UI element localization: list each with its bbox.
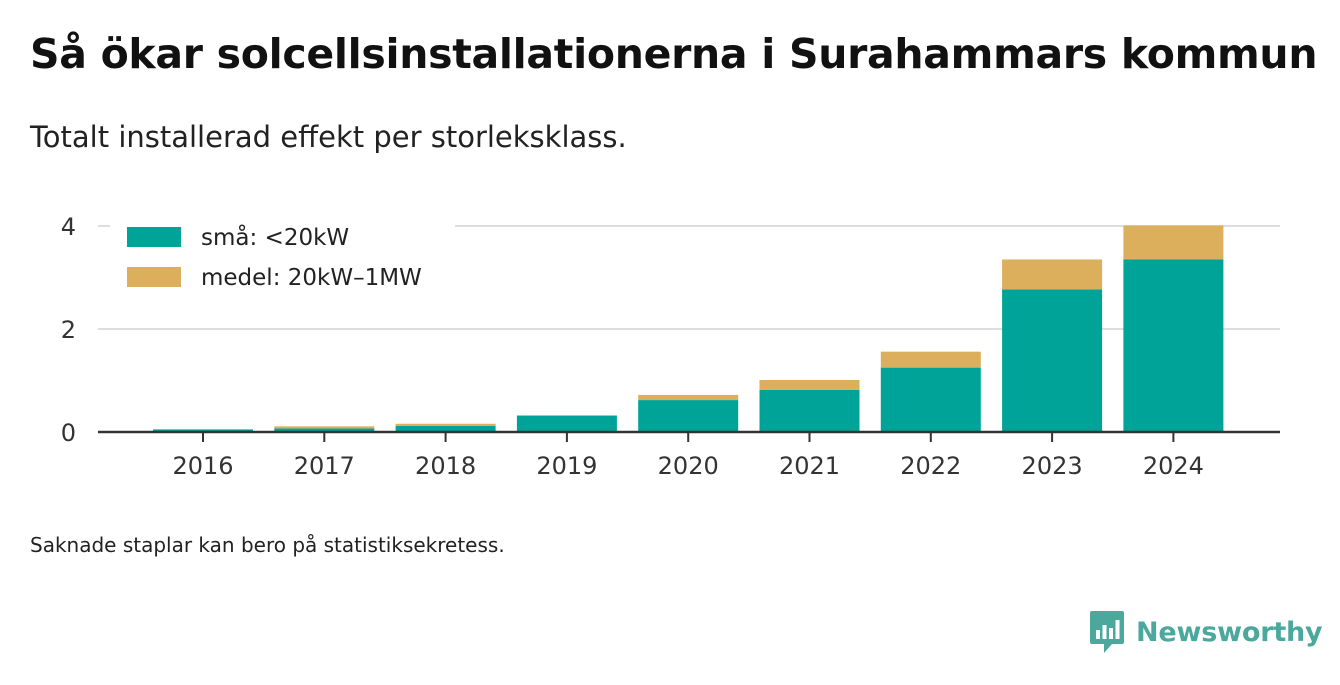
brand-name: Newsworthy [1136, 616, 1323, 648]
x-tick-label: 2024 [1143, 452, 1204, 480]
legend: små: <20kW medel: 20kW–1MW [110, 215, 455, 315]
bar-segment-sma-2021 [759, 389, 860, 432]
bar-segment-sma-2019 [516, 415, 617, 432]
bar-segment-sma-2020 [638, 400, 739, 432]
bar-segment-sma-2018 [395, 425, 496, 432]
bar-segment-sma-2024 [1123, 259, 1224, 432]
footnote: Saknade staplar kan bero på statistiksek… [30, 533, 505, 557]
brand: Newsworthy [1088, 610, 1323, 654]
x-tick-label: 2020 [658, 452, 719, 480]
legend-label: medel: 20kW–1MW [201, 265, 422, 291]
bar-segment-medel-2022 [880, 351, 981, 368]
bar-segment-medel-2024 [1123, 225, 1224, 260]
bar-segment-medel-2021 [759, 379, 860, 390]
x-tick-label: 2022 [900, 452, 961, 480]
legend-label: små: <20kW [201, 223, 349, 251]
chart-title: Så ökar solcellsinstallationerna i Surah… [30, 30, 1318, 78]
x-tick-label: 2017 [294, 452, 355, 480]
x-tick-label: 2018 [415, 452, 476, 480]
bar-segment-medel-2023 [1002, 259, 1103, 290]
bars [153, 225, 1224, 432]
bar-segment-medel-2017 [274, 426, 375, 429]
legend-swatch [127, 227, 181, 247]
bar-segment-sma-2017 [274, 428, 375, 432]
bar-segment-medel-2020 [638, 394, 739, 401]
chart-subtitle: Totalt installerad effekt per storlekskl… [30, 120, 627, 154]
x-tick-label: 2021 [779, 452, 840, 480]
bar-segment-sma-2016 [153, 429, 253, 432]
axes: 0 2 4 2016 2017 2018 2019 2020 2021 2022 2023 2024 [61, 213, 1280, 480]
x-tick-label: 2023 [1022, 452, 1083, 480]
bar-segment-sma-2022 [880, 367, 981, 432]
newsworthy-logo-icon [1090, 611, 1124, 653]
bar-segment-sma-2023 [1002, 289, 1103, 432]
legend-swatch [127, 267, 181, 287]
bar-segment-medel-2018 [395, 423, 496, 426]
y-tick-label: 0 [61, 419, 76, 447]
y-tick-label: 2 [61, 316, 76, 344]
y-tick-label: 4 [61, 213, 76, 241]
x-tick-label: 2016 [172, 452, 233, 480]
x-tick-label: 2019 [536, 452, 597, 480]
